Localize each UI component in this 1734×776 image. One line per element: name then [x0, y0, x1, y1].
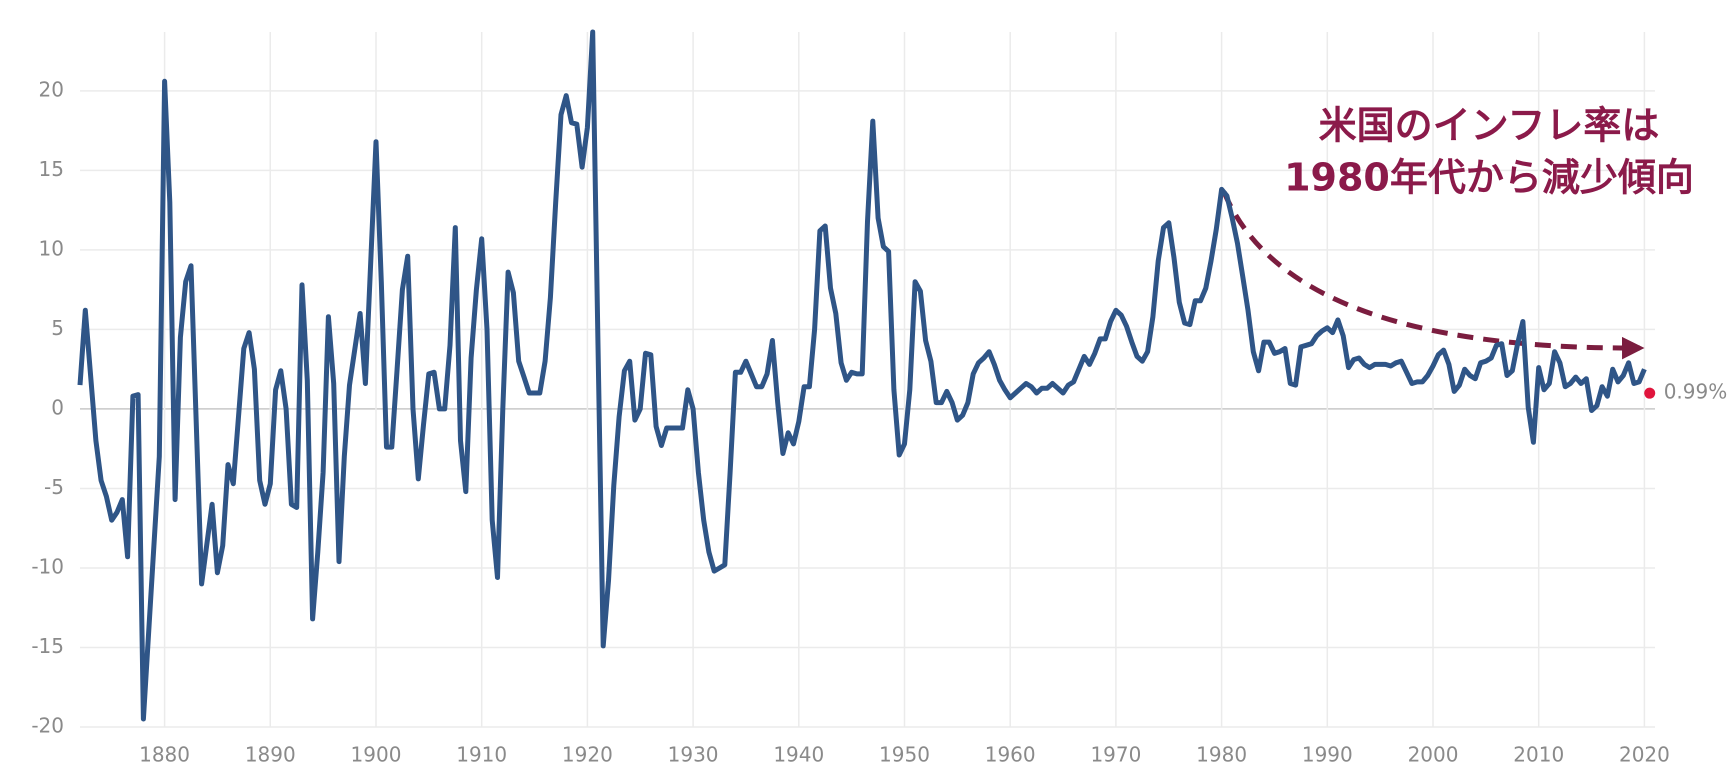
trend-arrow — [1221, 191, 1645, 360]
x-tick-label: 1940 — [773, 743, 824, 767]
y-tick-label: -5 — [44, 475, 64, 499]
x-tick-label: 1980 — [1196, 743, 1247, 767]
x-tick-label: 2020 — [1619, 743, 1670, 767]
x-tick-label: 1920 — [562, 743, 613, 767]
x-tick-label: 2010 — [1513, 743, 1564, 767]
x-tick-label: 1930 — [668, 743, 719, 767]
inflation-line — [77, 29, 1647, 722]
y-tick-label: 15 — [39, 157, 64, 181]
x-tick-label: 1910 — [456, 743, 507, 767]
end-label: 0.99% — [1664, 380, 1728, 404]
annotation: 1980年代から減少傾向 — [1284, 156, 1694, 200]
x-tick-label: 1990 — [1302, 743, 1353, 767]
x-tick-label: 1950 — [879, 743, 930, 767]
y-tick-label: 10 — [39, 236, 64, 260]
y-tick-label: 0 — [51, 395, 64, 419]
end-point — [1644, 387, 1656, 399]
y-tick-label: -15 — [31, 634, 64, 658]
y-tick-label: -10 — [31, 554, 64, 578]
x-tick-label: 1880 — [139, 743, 190, 767]
x-tick-label: 1970 — [1090, 743, 1141, 767]
y-tick-label: 5 — [51, 316, 64, 340]
x-tick-label: 1960 — [985, 743, 1036, 767]
annotation: 米国のインフレ率は — [1319, 104, 1660, 148]
x-tick-label: 1900 — [351, 743, 402, 767]
y-tick-label: -20 — [31, 714, 64, 738]
x-tick-label: 1890 — [245, 743, 296, 767]
y-tick-label: 20 — [39, 77, 64, 101]
x-tick-label: 2000 — [1408, 743, 1459, 767]
